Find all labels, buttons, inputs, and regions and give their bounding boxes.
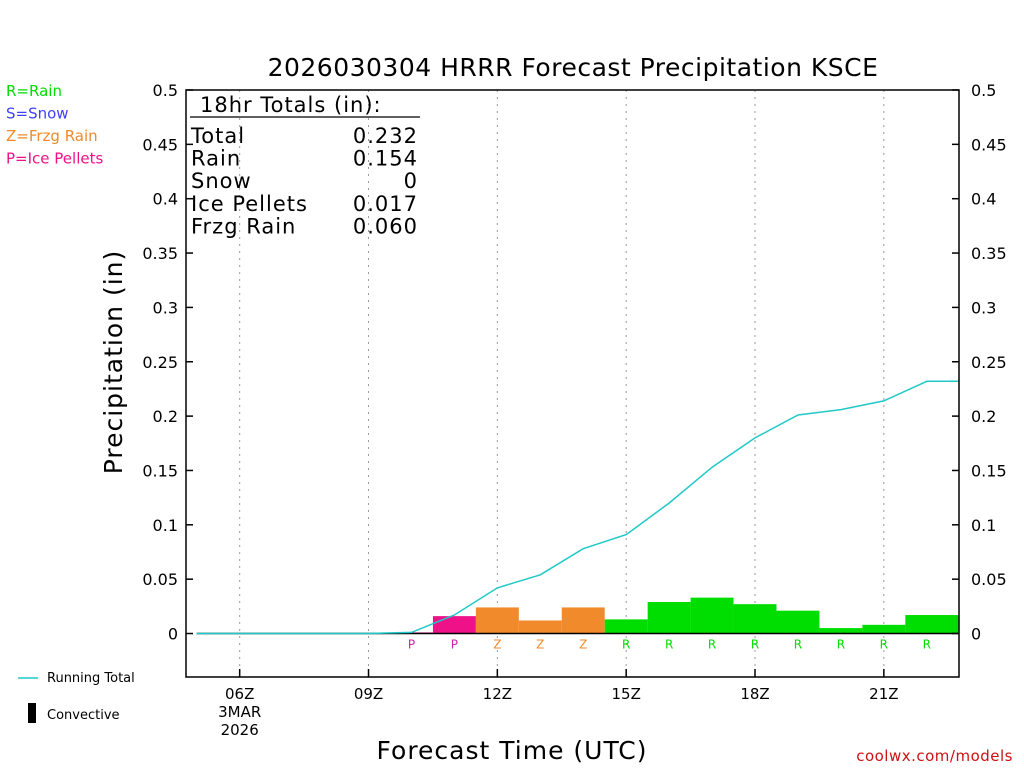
type-label-r: R (751, 638, 759, 652)
precip-bar-r (733, 604, 777, 634)
running-total-line (196, 380, 959, 635)
plot-frame (185, 89, 960, 678)
y-tick-label-left: 0.25 (142, 353, 178, 372)
running-total-legend-label: Running Total (47, 671, 135, 686)
plot-area: P P Z Z Z R R R R R R R R 0 0 0.05 0.05 0.1 0.1 0.15 0.15 0.2… (142, 81, 1006, 739)
totals-title: 18hr Totals (in): (200, 93, 382, 117)
totals-row-value: 0.232 (353, 124, 418, 148)
y-tick-label-left: 0.45 (142, 135, 178, 154)
y-tick-label-right: 0.5 (971, 81, 996, 100)
type-label-r: R (794, 638, 802, 652)
precip-bar-z (561, 607, 605, 634)
x-tick-label: 09Z (354, 685, 383, 703)
x-tick-label: 18Z (740, 685, 769, 703)
type-label-r: R (708, 638, 716, 652)
precip-bar-r (604, 619, 648, 634)
precip-bar-z (475, 607, 519, 634)
precip-type-legend: R=Rain S=Snow Z=Frzg Rain P=Ice Pellets (6, 82, 103, 168)
convective-legend-label: Convective (47, 708, 120, 723)
chart-title: 2026030304 HRRR Forecast Precipitation K… (268, 53, 879, 82)
running-total-legend: Running Total (18, 671, 135, 686)
y-tick-label-right: 0.3 (971, 298, 996, 317)
x-tick-label: 12Z (483, 685, 512, 703)
y-tick-label-left: 0.05 (142, 570, 178, 589)
y-tick-label-left: 0.35 (142, 244, 178, 263)
totals-row-label: Frzg Rain (191, 214, 296, 238)
y-tick-label-right: 0.05 (971, 570, 1007, 589)
precip-bar-r (690, 597, 734, 634)
totals-row-value: 0.017 (353, 192, 418, 216)
y-tick-label-right: 0.35 (971, 244, 1007, 263)
y-tick-label-left: 0.5 (153, 81, 178, 100)
y-tick-label-left: 0.1 (153, 516, 178, 535)
type-label-z: Z (579, 638, 587, 652)
y-tick-label-right: 0.25 (971, 353, 1007, 372)
date-label: 3MAR (218, 703, 261, 721)
y-tick-label-right: 0.45 (971, 135, 1007, 154)
legend-p: P=Ice Pellets (6, 150, 103, 168)
y-tick-label-right: 0.15 (971, 461, 1007, 480)
y-tick-label-left: 0.3 (153, 298, 178, 317)
y-tick-label-right: 0.1 (971, 516, 996, 535)
y-tick-label-right: 0.2 (971, 407, 996, 426)
y-tick-label-left: 0.15 (142, 461, 178, 480)
totals-row-value: 0.154 (353, 147, 418, 171)
type-label-r: R (923, 638, 931, 652)
type-label-r: R (665, 638, 673, 652)
y-axis-label: Precipitation (in) (99, 250, 128, 475)
convective-legend: Convective (28, 703, 120, 723)
type-label-z: Z (536, 638, 544, 652)
type-label-r: R (880, 638, 888, 652)
totals-row-label: Rain (191, 147, 241, 171)
type-label-z: Z (493, 638, 501, 652)
y-tick-label-left: 0.4 (153, 190, 178, 209)
totals-row-label: Total (190, 124, 245, 148)
type-label-r: R (837, 638, 845, 652)
type-label-p: P (408, 638, 415, 652)
legend-r: R=Rain (6, 82, 62, 100)
x-tick-label: 21Z (869, 685, 898, 703)
legend-s: S=Snow (6, 105, 69, 123)
y-tick-label-right: 0 (971, 625, 981, 644)
date-label: 2026 (221, 721, 259, 739)
y-tick-label-right: 0.4 (971, 190, 996, 209)
precip-bar-r (905, 615, 959, 634)
x-tick-label: 06Z (225, 685, 254, 703)
precip-bar-p (432, 616, 476, 634)
precip-bar-r (862, 624, 906, 634)
y-tick-label-left: 0 (168, 625, 178, 644)
credit-text: coolwx.com/models (856, 747, 1013, 765)
totals-row-label: Ice Pellets (191, 192, 308, 216)
y-tick-label-left: 0.2 (153, 407, 178, 426)
x-axis-label: Forecast Time (UTC) (377, 736, 648, 765)
totals-row-value: 0 (404, 169, 418, 193)
totals-row-value: 0.060 (353, 214, 418, 238)
legend-z: Z=Frzg Rain (6, 127, 98, 145)
totals-row-label: Snow (191, 169, 252, 193)
precip-bar-z (518, 620, 562, 634)
convective-legend-swatch (28, 703, 36, 723)
x-tick-label: 15Z (611, 685, 640, 703)
precip-bar-r (819, 628, 863, 634)
totals-box: 18hr Totals (in): Total 0.232 Rain 0.154 Snow… (190, 93, 420, 238)
precip-bar-r (647, 601, 691, 634)
type-label-p: P (451, 638, 458, 652)
precip-bar-r (776, 610, 820, 634)
type-label-r: R (622, 638, 630, 652)
